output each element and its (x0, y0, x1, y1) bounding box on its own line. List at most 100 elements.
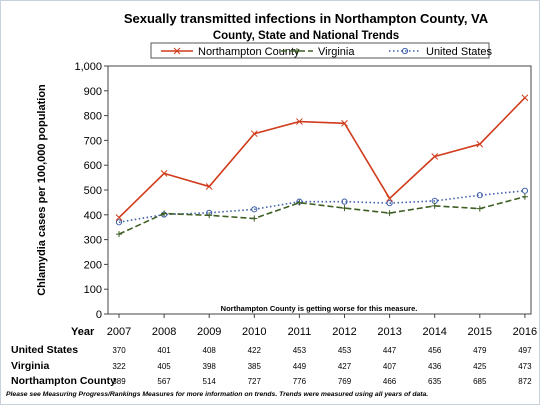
data-point-plus-marker (296, 199, 303, 206)
table-cell: 447 (383, 346, 397, 355)
table-cell: 389 (112, 377, 126, 386)
x-tick-label: 2008 (152, 326, 176, 338)
x-tick-label: 2015 (468, 326, 492, 338)
table-cell: 407 (383, 362, 397, 371)
data-point-x-marker (431, 153, 439, 160)
x-tick-label: 2009 (197, 326, 221, 338)
x-axis: 2007 2008 2009 2010 2011 2012 2013 2014 2015 2016 (107, 314, 537, 338)
x-tick-label: 2010 (242, 326, 266, 338)
table-cell: 497 (518, 346, 532, 355)
legend-label: Northampton County (198, 46, 300, 58)
trend-annotation: Northampton County is getting worse for … (221, 304, 418, 313)
data-point-circle-marker (476, 192, 483, 199)
table-cell: 473 (518, 362, 532, 371)
table-row-label: Northampton County (11, 375, 116, 387)
data-point-circle-marker (386, 200, 393, 207)
footnote: Please see Measuring Progress/Rankings M… (6, 391, 428, 398)
table-cell: 405 (157, 362, 171, 371)
data-point-x-marker (476, 140, 484, 148)
legend-label: Virginia (318, 46, 355, 58)
y-tick-label: 900 (84, 86, 102, 98)
table-cell: 514 (203, 377, 217, 386)
data-point-plus-marker (206, 212, 213, 219)
legend-label: United States (426, 46, 493, 58)
table-cell: 398 (203, 362, 217, 371)
data-point-x-marker (205, 183, 213, 190)
table-cell: 456 (428, 346, 442, 355)
data-point-x-marker (250, 130, 258, 138)
series-layer (115, 94, 529, 238)
table-cell: 567 (157, 377, 171, 386)
data-point-circle-marker (115, 219, 123, 226)
y-tick-label: 0 (96, 309, 102, 321)
data-point-circle-marker (401, 47, 409, 55)
data-point-plus-marker (251, 215, 258, 222)
y-axis-title: Chlamydia cases per 100,000 population (36, 84, 48, 296)
table-cell: 401 (157, 346, 171, 355)
table-cell: 479 (473, 346, 487, 355)
series-line (118, 195, 526, 235)
data-point-x-marker (296, 118, 303, 125)
y-tick-label: 100 (84, 284, 102, 296)
chart-subtitle: County, State and National Trends (213, 30, 399, 42)
y-tick-label: 200 (84, 259, 102, 271)
table-cell: 436 (428, 362, 442, 371)
legend-box (150, 42, 490, 59)
data-point-plus-marker (431, 202, 438, 209)
table-row-label: United States (11, 344, 78, 356)
chart-title: Sexually transmitted infections in North… (124, 11, 489, 26)
data-point-plus-marker (386, 210, 393, 217)
y-tick-label: 1,000 (74, 61, 102, 73)
data-point-x-marker (160, 170, 168, 177)
table-cell: 685 (473, 377, 487, 386)
x-tick-label: 2007 (107, 326, 131, 338)
data-point-plus-marker (116, 231, 122, 238)
table-cell: 769 (338, 377, 352, 386)
data-point-plus-marker (294, 48, 300, 54)
table-cell: 422 (248, 346, 262, 355)
y-tick-label: 500 (84, 185, 102, 197)
y-axis: 0 100 200 300 400 500 600 700 800 900 1,000 (74, 61, 108, 321)
y-tick-label: 400 (84, 210, 102, 222)
table-cell: 453 (338, 346, 352, 355)
data-point-plus-marker (476, 205, 483, 212)
x-tick-label: 2014 (422, 326, 446, 338)
y-tick-label: 600 (84, 160, 102, 172)
x-tick-label: 2013 (377, 326, 401, 338)
table-cell: 370 (112, 346, 126, 355)
table-cell: 449 (293, 362, 307, 371)
data-point-x-marker (386, 195, 393, 202)
series-line (118, 97, 526, 219)
data-point-circle-marker (341, 198, 348, 205)
data-point-circle-marker (521, 187, 529, 194)
table-cell: 322 (112, 362, 126, 371)
data-point-plus-marker (161, 210, 168, 217)
table-cell: 427 (338, 362, 352, 371)
data-point-x-marker (115, 214, 123, 221)
table-header-year: Year (71, 326, 95, 338)
table-cell: 635 (428, 377, 442, 386)
table-cell: 872 (518, 377, 532, 386)
y-tick-label: 300 (84, 235, 102, 247)
table-cell: 727 (248, 377, 262, 386)
data-point-plus-marker (521, 193, 528, 200)
table-row-label: Virginia (11, 360, 49, 372)
data-point-plus-marker (341, 205, 348, 212)
table-cell: 425 (473, 362, 487, 371)
data-point-x-marker (341, 119, 348, 127)
y-tick-label: 800 (84, 111, 102, 123)
x-tick-label: 2012 (332, 326, 356, 338)
table-cell: 453 (293, 346, 307, 355)
data-point-circle-marker (251, 206, 258, 213)
legend: Northampton County Virginia United States (150, 42, 493, 59)
series-virginia (116, 193, 528, 238)
plot-area (107, 65, 532, 315)
table-cell: 466 (383, 377, 397, 386)
table-cell: 385 (248, 362, 262, 371)
series-northampton-county (115, 94, 529, 221)
data-table: United States 370 401 408 422 453 453 447 456 479… (11, 344, 532, 387)
y-tick-label: 700 (84, 135, 102, 147)
table-cell: 776 (293, 377, 307, 386)
